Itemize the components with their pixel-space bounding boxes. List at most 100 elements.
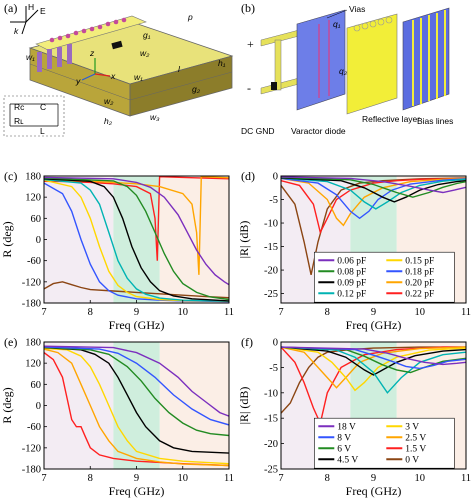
legend-label: 2.5 V (405, 434, 426, 444)
y-tick-label: 0 (273, 338, 278, 349)
x-tick-label: 9 (134, 473, 139, 484)
x-axis-title: Freq (GHz) (346, 318, 402, 332)
y-tick-label: -180 (22, 465, 41, 476)
panel-b-annotations: Vias q₁ q₂ DC GND Varactor diode Reflect… (241, 4, 453, 136)
y-tick-label: 0 (273, 172, 278, 183)
dimension-labels: p g₁ l w₂ w₁ h₁ g₂ w₂ h₂ w₃ w₁ (26, 12, 226, 126)
svg-text:l: l (178, 64, 181, 74)
x-tick-label: 10 (178, 307, 189, 318)
y-tick-label: -15 (264, 242, 278, 253)
circuit-rc: Rᴄ (14, 102, 25, 112)
series-line-e-5 (44, 346, 229, 426)
series-line-f-8 (281, 346, 466, 366)
circuit-l: L (40, 126, 45, 136)
field-h-label: H (28, 2, 34, 12)
series-line-d-0 (281, 177, 466, 275)
svg-text:w₃: w₃ (150, 112, 160, 122)
series-line-c-4 (44, 179, 229, 302)
series-line-f-4 (281, 346, 466, 376)
series-line-e-1 (44, 348, 229, 467)
x-tick-label: 11 (461, 307, 471, 318)
panel-e-label: (e) (4, 335, 17, 349)
legend-label: 0.18 pF (405, 268, 434, 278)
y-tick-label: 0 (36, 235, 41, 246)
x-tick-label: 8 (88, 307, 93, 318)
x-axis-title: Freq (GHz) (109, 484, 165, 498)
operating-band (113, 342, 160, 469)
x-tick-label: 9 (371, 307, 376, 318)
legend-label: 4.5 V (337, 456, 358, 466)
y-tick-label: -10 (264, 219, 278, 230)
series-line-c-7 (44, 177, 229, 301)
circuit-c: C (40, 102, 46, 112)
x-tick-label: 10 (415, 307, 426, 318)
y-axis-title: R (deg) (0, 387, 14, 423)
patch-layer (296, 9, 346, 111)
y-tick-label: 180 (25, 172, 41, 183)
axis-y: y (75, 76, 81, 86)
dc-gnd-label: DC GND (241, 126, 275, 136)
x-tick-label: 7 (278, 473, 283, 484)
shade-left (44, 176, 114, 303)
series-line-e-0 (44, 352, 229, 467)
x-tick-label: 8 (325, 473, 330, 484)
series-line-c-1 (44, 176, 229, 261)
legend-label: 0.22 pF (405, 290, 434, 300)
x-axis-title: Freq (GHz) (346, 484, 402, 498)
y-axis-title: |R| (dB) (237, 387, 251, 425)
chart-e-phase: (e) 7 8 9 10 11 180 120 60 0 -60 -120 -180 Freq (GHz)… (0, 335, 234, 498)
series-line-c-8 (44, 176, 229, 286)
axis-z: z (89, 48, 95, 58)
panel-c-label: (c) (4, 169, 17, 183)
chart-d-magnitude: (d) 7 8 9 10 11 0 -5 -10 -15 -20 -25 Freq (GHz) |R| (… (237, 169, 471, 332)
x-tick-label: 11 (224, 473, 234, 484)
y-tick-label: 60 (31, 380, 42, 391)
series-line-f-5 (281, 346, 466, 394)
patch-strip (35, 15, 147, 51)
vias (37, 44, 72, 72)
series-line-e-2 (44, 347, 229, 465)
shade-right (159, 176, 229, 303)
q1-label: q₁ (333, 19, 341, 29)
x-tick-label: 7 (41, 307, 46, 318)
y-tick-label: -60 (27, 422, 41, 433)
x-tick-label: 11 (224, 307, 234, 318)
panel-a-unit-cell: (a) H E k (3, 1, 234, 137)
field-arrows: H E k (10, 2, 46, 36)
series-line-e-3 (44, 346, 229, 454)
legend-label: 18 V (337, 423, 356, 433)
series-line-d-5 (281, 177, 466, 203)
q2-label: q₂ (339, 66, 348, 76)
legend-label: 0.12 pF (337, 290, 366, 300)
series-line-d-1 (281, 177, 466, 235)
series-line-c-6 (44, 178, 229, 302)
x-tick-label: 10 (178, 473, 189, 484)
legend-label: 0.08 pF (337, 268, 366, 278)
y-tick-label: -20 (264, 439, 278, 450)
y-tick-label: -20 (264, 266, 278, 277)
y-tick-label: -5 (269, 195, 278, 206)
y-axis-title: |R| (dB) (237, 221, 251, 259)
vias-label: Vias (349, 4, 365, 14)
panel-b-label: (b) (241, 1, 255, 15)
dc-bias-feed: + - (247, 29, 300, 95)
y-tick-label: -25 (264, 465, 278, 476)
legend-label: 6 V (337, 445, 351, 455)
reflective-layer (346, 13, 398, 115)
y-tick-label: 180 (25, 338, 41, 349)
plus-terminal: + (247, 37, 254, 51)
series-line-c-0 (44, 281, 229, 299)
legend-label: 0.09 pF (337, 279, 366, 289)
y-tick-label: 0 (36, 401, 41, 412)
y-tick-label: -120 (22, 443, 41, 454)
x-tick-label: 7 (41, 473, 46, 484)
series-line-d-7 (281, 176, 466, 194)
x-tick-label: 7 (278, 307, 283, 318)
svg-text:g₂: g₂ (192, 84, 201, 94)
series-line-d-3 (281, 177, 466, 220)
svg-text:w₁: w₁ (26, 52, 35, 62)
chart-f-magnitude: (f) 7 8 9 10 11 0 -5 -10 -15 -20 -25 Freq (GHz) |R| (… (237, 335, 471, 498)
series-line-f-3 (281, 346, 466, 392)
legend-label: 1.5 V (405, 445, 426, 455)
y-tick-label: -25 (264, 289, 278, 300)
